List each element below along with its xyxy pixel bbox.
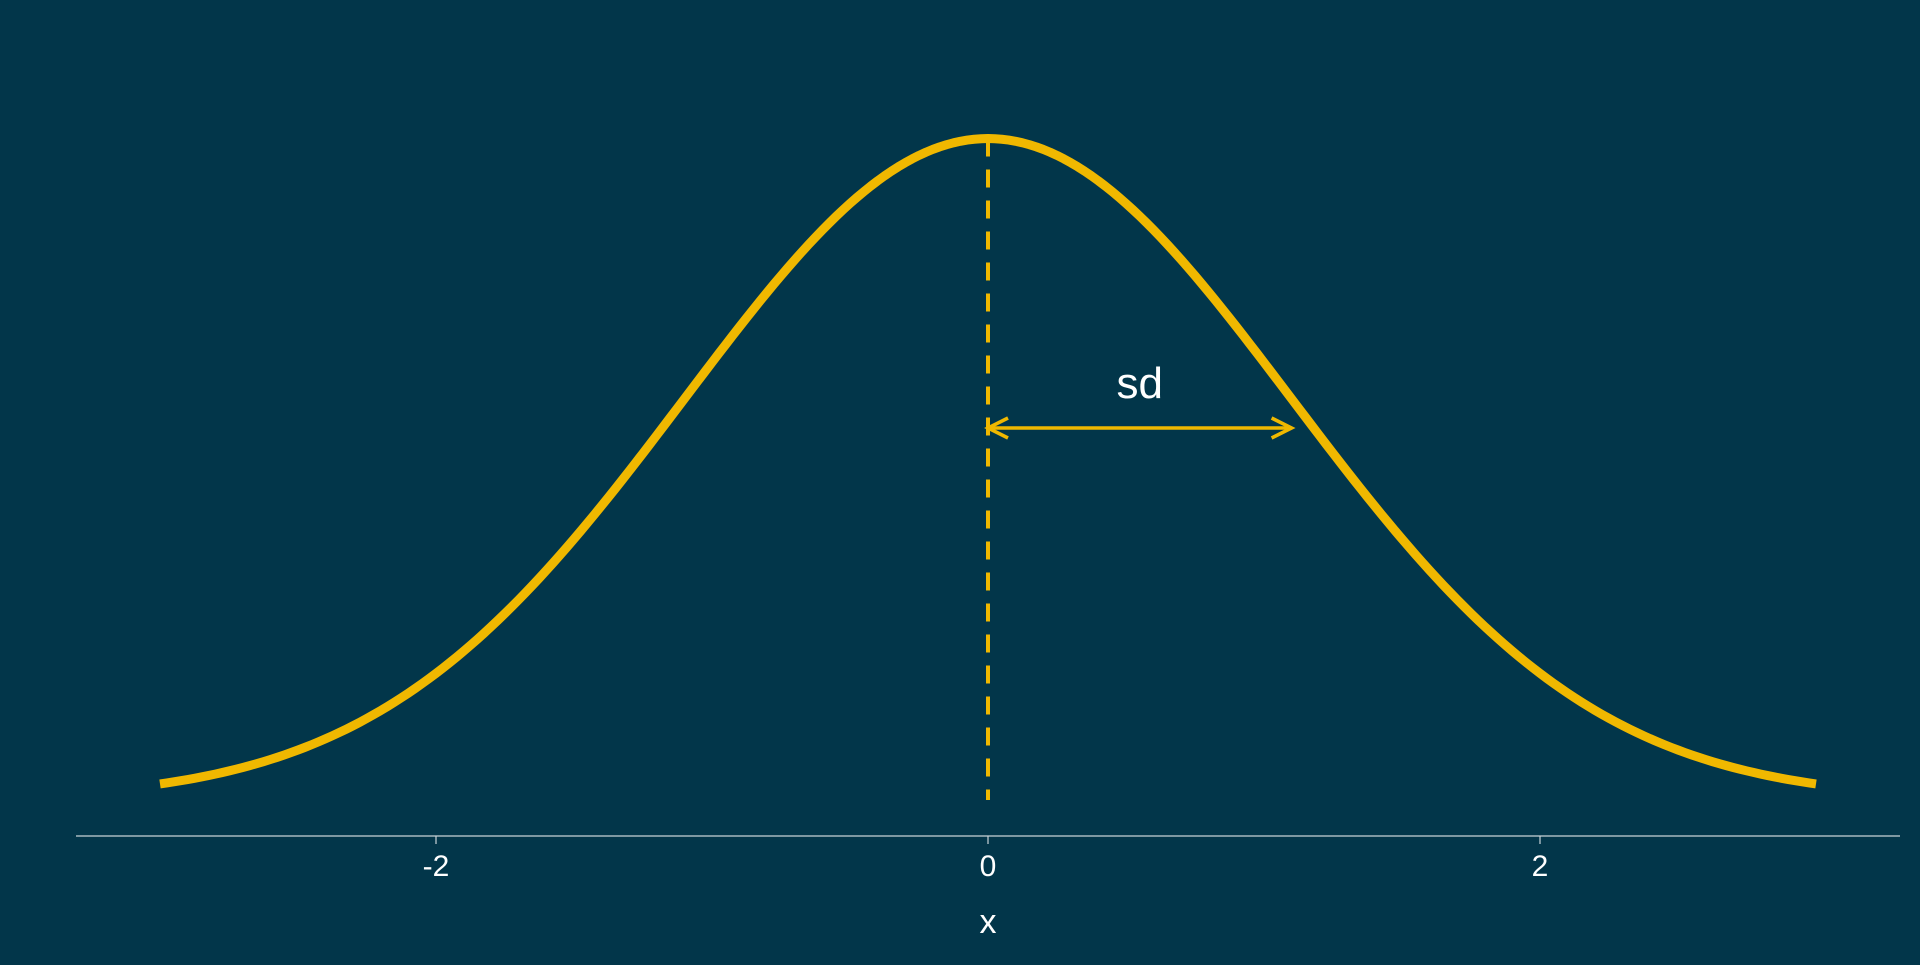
density-curve [159,134,1817,789]
x-axis-title: x [980,903,997,941]
x-tick-label-2: 2 [1532,850,1549,883]
sd-arrow-head-right [1270,416,1296,440]
plot-layer: -2 0 2 [76,134,1900,883]
sd-annotation-label: sd [1117,359,1163,408]
x-tick-label-1: 0 [980,850,997,883]
x-tick-label-0: -2 [423,850,450,883]
sd-arrow-head-left [984,416,1009,440]
